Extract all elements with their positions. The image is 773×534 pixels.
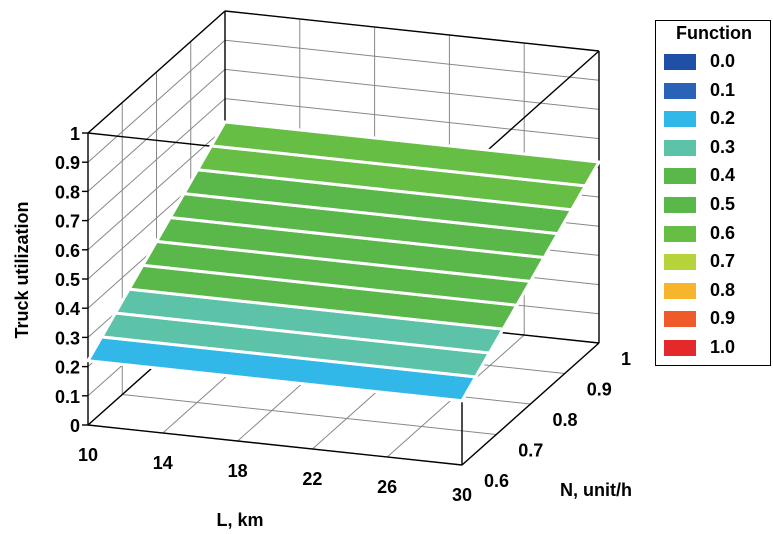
legend-label: 0.7 xyxy=(710,251,736,272)
legend-swatch xyxy=(664,82,696,99)
legend-label: 0.3 xyxy=(710,136,736,157)
y-tick-label: 1 xyxy=(621,349,631,369)
legend-swatch xyxy=(664,197,696,213)
grid-line xyxy=(87,98,226,221)
y-tick-label: 0.7 xyxy=(518,441,543,461)
legend-swatch xyxy=(664,340,696,356)
z-tick-label: 0.2 xyxy=(55,358,80,378)
box-edge xyxy=(87,10,226,134)
z-tick-label: 0.5 xyxy=(55,270,80,290)
z-tick-label: 0.9 xyxy=(55,153,80,173)
box-edge xyxy=(461,342,600,466)
legend-label: 0.4 xyxy=(710,165,736,186)
legend-title: Function xyxy=(676,23,752,43)
legend-swatch xyxy=(664,168,696,185)
y-axis-title: N, unit/h xyxy=(560,480,632,500)
grid-line xyxy=(224,68,600,110)
z-tick-label: 0.4 xyxy=(55,299,80,319)
surface xyxy=(85,120,602,403)
legend: Function 0.0 0.1 0.2 0.3 0.4 0.5 0.6 0.7 0.8 0.9 1… xyxy=(655,20,771,366)
legend-swatch xyxy=(664,139,696,156)
legend-label: 0.8 xyxy=(710,279,736,300)
x-tick-label: 10 xyxy=(78,445,98,465)
x-tick-label: 22 xyxy=(302,469,322,489)
z-tick-label: 0.6 xyxy=(55,241,80,261)
x-tick-label: 18 xyxy=(228,461,248,481)
grid-line xyxy=(87,127,226,251)
x-axis-title: L, km xyxy=(216,510,263,530)
tick-labels: 0 0.1 0.2 0.3 0.4 0.5 0.6 0.7 0.8 0.9 1 10 14 18 22 26 3… xyxy=(55,124,631,505)
z-tick-label: 1 xyxy=(70,124,80,144)
x-tick-label: 14 xyxy=(153,453,173,473)
grid-line xyxy=(87,39,226,163)
z-axis-title: Truck utilization xyxy=(12,201,32,338)
legend-label: 0.1 xyxy=(710,79,736,100)
legend-swatch xyxy=(664,225,696,242)
legend-label: 1.0 xyxy=(710,337,736,357)
z-tick-label: 0.1 xyxy=(55,387,80,407)
legend-swatch xyxy=(664,111,696,128)
box-edge xyxy=(224,10,600,52)
legend-swatch xyxy=(664,282,696,299)
legend-label: 0.2 xyxy=(710,108,736,129)
legend-label: 0.6 xyxy=(710,222,736,243)
legend-label: 0.0 xyxy=(710,51,736,71)
legend-swatch xyxy=(664,54,696,70)
grid-line xyxy=(122,394,497,435)
y-tick-label: 0.8 xyxy=(553,410,578,430)
y-tick-label: 0.9 xyxy=(587,380,612,400)
y-tick-label: 0.6 xyxy=(484,471,509,491)
legend-swatch xyxy=(664,311,696,328)
legend-label: 0.5 xyxy=(710,194,736,214)
z-tick-label: 0 xyxy=(70,416,80,436)
x-tick-label: 30 xyxy=(452,485,472,505)
x-tick-label: 26 xyxy=(377,477,397,497)
z-tick-label: 0.8 xyxy=(55,182,80,202)
z-tick-label: 0.7 xyxy=(55,212,80,232)
grid-line xyxy=(87,69,226,192)
grid-line xyxy=(224,39,600,81)
z-tick-label: 0.3 xyxy=(55,328,80,348)
grid-line xyxy=(224,98,600,140)
box-edge xyxy=(87,424,463,466)
surface-strip xyxy=(208,120,602,188)
legend-swatch xyxy=(664,254,696,271)
legend-label: 0.9 xyxy=(710,308,736,329)
